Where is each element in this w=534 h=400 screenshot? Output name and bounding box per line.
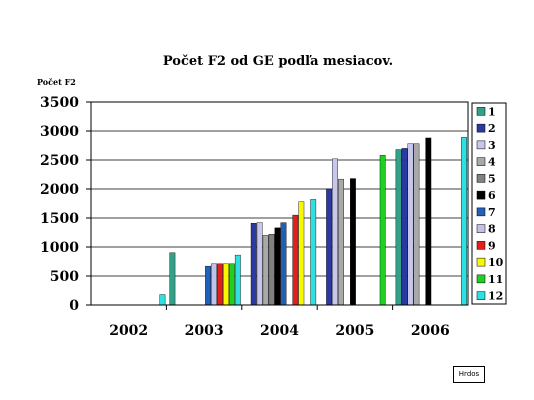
bar-series-7 [280,222,287,306]
bar-series-12 [234,254,241,306]
y-tick-labels: 0 500 1000 1500 2000 2500 3000 3500 [40,95,79,314]
legend-swatch-4 [476,157,486,166]
y-tick-label: 2500 [40,153,79,169]
bar-series-2 [250,223,257,306]
legend-label: 9 [488,239,496,252]
bar-series-3 [256,222,263,306]
y-tick-label: 0 [69,298,79,314]
axes [86,101,469,310]
bars [159,137,467,306]
bar-series-12 [310,199,317,306]
y-tick-label: 1000 [40,240,79,256]
legend-label: 3 [488,139,496,152]
legend-swatch-9 [476,241,486,250]
legend-swatch-12 [476,291,486,300]
legend-label: 5 [488,172,496,185]
bar-series-2 [326,188,333,306]
bar-series-6 [350,178,356,306]
legend-label: 10 [488,256,504,269]
legend-label: 1 [488,105,496,118]
bar-series-7 [205,265,211,306]
y-axis-label: Počet F2 [37,77,76,87]
bar-series-9 [292,214,299,306]
x-tick-label: 2003 [185,323,224,339]
legend-label: 12 [488,290,503,303]
plot-border [90,101,469,306]
bar-series-11 [379,155,386,306]
bar-series-10 [223,263,229,306]
legend-label: 6 [488,189,496,202]
legend-swatch-2 [476,123,486,133]
x-tick-label: 2004 [260,323,299,339]
legend-label: 8 [488,223,496,236]
legend-swatch-3 [476,140,486,150]
legend-swatch-11 [476,274,486,284]
legend-swatch-1 [476,107,486,116]
x-tick-labels: 2002 2003 2004 2005 2006 [109,323,450,339]
bar-series-1 [395,149,402,306]
legend-swatch-5 [476,174,486,183]
bar-series-4 [338,178,344,306]
x-tick-label: 2002 [109,323,148,339]
y-tick-label: 3000 [40,124,79,140]
bar-series-12 [159,294,166,306]
x-tick-label: 2006 [411,323,450,339]
legend-box [471,102,507,305]
bar-series-12 [461,137,467,306]
y-tick-label: 2000 [40,182,79,198]
x-tick-label: 2005 [335,323,374,339]
legend-label: 11 [488,273,503,286]
bar-series-11 [228,263,235,306]
bar-series-8 [211,263,217,306]
bar-series-3 [332,158,338,306]
bar-series-5 [268,234,275,306]
y-tick-label: 1500 [40,211,79,227]
legend-swatch-6 [476,190,486,200]
legend-swatch-8 [476,224,486,233]
y-tick-label: 500 [50,269,79,285]
bar-series-1 [169,252,176,306]
legend-label: 7 [488,206,496,219]
bar-series-10 [298,201,305,306]
legend-swatch-10 [476,257,486,267]
bar-series-6 [274,227,281,306]
legend-label: 4 [488,156,496,169]
legend-label: 2 [488,122,496,135]
legend-swatch-7 [476,207,486,217]
bar-series-4 [262,235,269,306]
bar-series-3 [407,143,414,306]
bar-series-9 [217,263,223,306]
bar-series-4 [413,143,420,306]
bar-series-6 [425,137,432,306]
author-box: Hrdos [453,366,485,383]
y-tick-label: 3500 [40,95,79,111]
bar-series-2 [401,148,408,306]
chart-title: Počet F2 od GE podľa mesiacov. [163,54,393,69]
